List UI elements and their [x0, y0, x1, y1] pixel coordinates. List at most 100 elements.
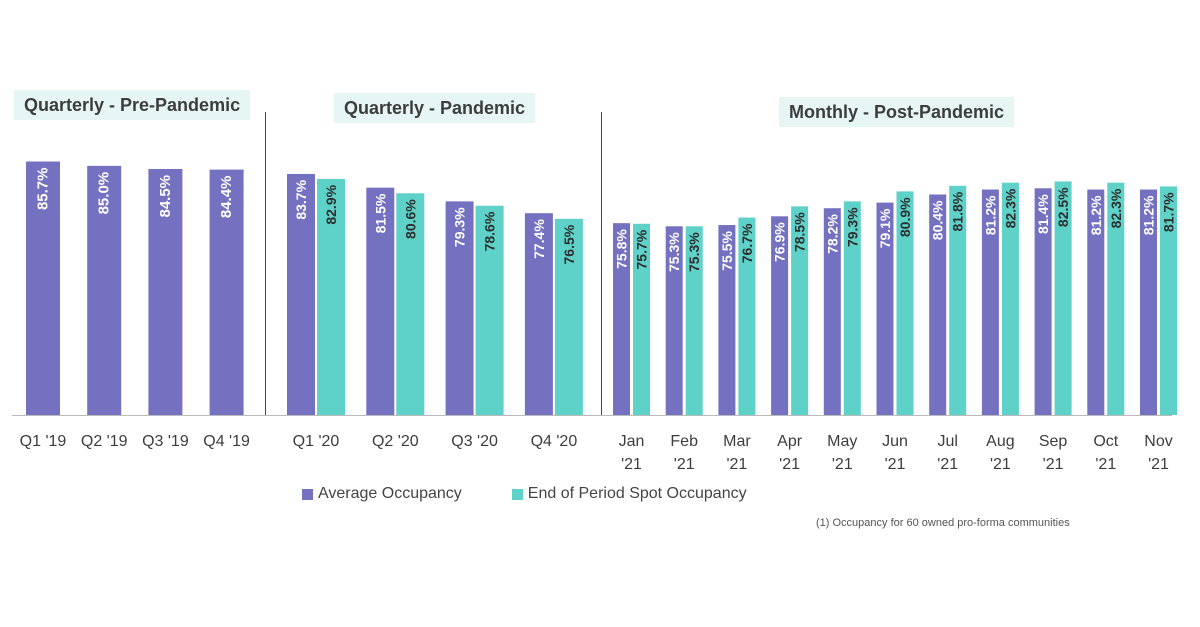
- bar-spot-p2-0: [633, 223, 650, 415]
- bar-average-p1-3: [524, 213, 553, 415]
- data-label-average-p0-2: 84.5%: [157, 175, 174, 218]
- data-label-average-p2-4: 78.2%: [824, 214, 840, 254]
- legend-label-spot: End of Period Spot Occupancy: [527, 485, 747, 502]
- panel-title-post-pandemic: Monthly - Post-Pandemic: [779, 97, 1015, 127]
- data-label-average-p0-1: 85.0%: [96, 172, 113, 215]
- tick-label-p2-1: Feb '21: [670, 433, 698, 473]
- bar-average-p2-3: [771, 216, 789, 415]
- legend-item-spot: End of Period Spot Occupancy: [511, 485, 747, 503]
- bar-average-p0-2: [148, 168, 183, 415]
- data-label-spot-p2-4: 79.3%: [844, 207, 860, 247]
- data-label-spot-p2-0: 75.7%: [634, 229, 650, 269]
- bar-spot-p1-3: [554, 218, 583, 415]
- data-label-spot-p2-5: 80.9%: [897, 197, 913, 237]
- bar-spot-p2-2: [738, 217, 756, 415]
- legend: Average Occupancy End of Period Spot Occ…: [302, 483, 797, 505]
- data-label-spot-p1-2: 78.6%: [482, 211, 498, 251]
- tick-label-p2-3: Apr '21: [777, 433, 803, 473]
- bar-spot-p2-10: [1160, 186, 1177, 415]
- data-label-average-p2-2: 75.5%: [719, 230, 735, 270]
- data-label-spot-p2-6: 81.8%: [950, 191, 966, 231]
- tick-label-p1-3: Q4 '20: [531, 433, 578, 450]
- bar-average-p1-0: [287, 173, 315, 415]
- bar-spot-p1-0: [317, 178, 345, 415]
- data-label-average-p0-0: 85.7%: [35, 168, 52, 211]
- bar-average-p2-7: [981, 189, 999, 415]
- data-label-spot-p2-10: 81.7%: [1161, 192, 1177, 232]
- chart-marks: 85.7% Q1 '19 85.0% Q2 '19 84.5% Q3 '19 84.4% Q4…: [20, 161, 1177, 473]
- bar-average-p2-8: [1034, 188, 1052, 415]
- bar-average-p0-3: [209, 169, 244, 415]
- data-label-spot-p2-3: 78.5%: [792, 212, 808, 252]
- data-label-average-p2-8: 81.4%: [1035, 194, 1051, 234]
- bar-average-p2-1: [665, 226, 683, 415]
- data-label-average-p2-6: 80.4%: [930, 200, 946, 240]
- data-label-spot-p2-9: 82.3%: [1108, 188, 1124, 228]
- bar-spot-p2-9: [1107, 182, 1125, 415]
- data-label-spot-p2-2: 76.7%: [739, 223, 755, 263]
- legend-label-average: Average Occupancy: [318, 485, 462, 502]
- bar-average-p0-1: [87, 165, 122, 415]
- bar-average-p2-10: [1140, 189, 1157, 415]
- tick-label-p2-6: Jul '21: [937, 433, 958, 473]
- legend-swatch-average: [302, 488, 313, 500]
- data-label-average-p2-0: 75.8%: [614, 229, 630, 269]
- tick-label-p1-0: Q1 '20: [293, 433, 340, 450]
- data-label-spot-p1-0: 82.9%: [323, 184, 339, 224]
- data-label-spot-p2-8: 82.5%: [1055, 187, 1071, 227]
- tick-label-p0-1: Q2 '19: [81, 433, 128, 450]
- bar-average-p1-1: [366, 187, 395, 415]
- data-label-average-p2-9: 81.2%: [1088, 195, 1104, 235]
- data-label-average-p2-10: 81.2%: [1141, 195, 1157, 235]
- data-label-spot-p1-3: 76.5%: [561, 224, 577, 264]
- bar-spot-p1-1: [396, 193, 425, 415]
- bar-spot-p2-7: [1001, 182, 1019, 415]
- data-label-average-p2-7: 81.2%: [982, 195, 998, 235]
- tick-label-p1-1: Q2 '20: [372, 433, 419, 450]
- data-label-average-p2-1: 75.3%: [666, 232, 682, 272]
- bar-spot-p2-3: [791, 206, 809, 415]
- tick-label-p2-8: Sep '21: [1039, 433, 1068, 473]
- bar-average-p2-9: [1087, 189, 1105, 415]
- data-label-average-p1-2: 79.3%: [452, 207, 468, 247]
- tick-label-p2-7: Aug '21: [986, 433, 1014, 473]
- tick-label-p0-3: Q4 '19: [203, 433, 250, 450]
- tick-label-p1-2: Q3 '20: [451, 433, 498, 450]
- bar-spot-p1-2: [475, 205, 504, 415]
- bar-spot-p2-1: [685, 226, 703, 415]
- bar-average-p2-2: [718, 225, 736, 415]
- panel-title-pre-pandemic: Quarterly - Pre-Pandemic: [14, 90, 251, 120]
- legend-swatch-spot: [511, 488, 523, 500]
- bar-average-p2-6: [929, 194, 947, 415]
- data-label-average-p2-3: 76.9%: [772, 222, 788, 262]
- data-label-spot-p2-1: 75.3%: [686, 232, 702, 272]
- data-label-average-p1-0: 83.7%: [293, 179, 309, 219]
- tick-label-p2-2: Mar '21: [723, 433, 751, 473]
- data-label-average-p1-3: 77.4%: [531, 219, 547, 259]
- bar-average-p2-0: [613, 223, 630, 415]
- tick-label-p0-2: Q3 '19: [142, 433, 189, 450]
- tick-label-p0-0: Q1 '19: [20, 433, 67, 450]
- footnote: (1) Occupancy for 60 owned pro-forma com…: [816, 517, 1070, 529]
- bar-spot-p2-4: [843, 201, 861, 415]
- tick-label-p2-4: May '21: [827, 433, 857, 473]
- data-label-average-p2-5: 79.1%: [877, 208, 893, 248]
- legend-item-average: Average Occupancy: [302, 485, 462, 503]
- bar-spot-p2-5: [896, 191, 914, 415]
- data-label-average-p0-3: 84.4%: [218, 176, 235, 219]
- panel-title-pandemic: Quarterly - Pandemic: [334, 93, 536, 123]
- bar-average-p2-5: [876, 202, 894, 415]
- data-label-average-p1-1: 81.5%: [372, 193, 388, 233]
- data-label-spot-p2-7: 82.3%: [1002, 188, 1018, 228]
- bar-average-p2-4: [823, 208, 841, 415]
- bar-average-p1-2: [445, 201, 474, 415]
- tick-label-p2-0: Jan '21: [619, 433, 645, 473]
- tick-label-p2-5: Jun '21: [882, 433, 908, 473]
- bar-average-p0-0: [26, 161, 60, 415]
- tick-label-p2-9: Oct '21: [1093, 433, 1118, 473]
- bar-spot-p2-6: [949, 185, 967, 415]
- data-label-spot-p1-1: 80.6%: [402, 199, 418, 239]
- tick-label-p2-10: Nov '21: [1144, 433, 1172, 473]
- bar-spot-p2-8: [1054, 181, 1072, 415]
